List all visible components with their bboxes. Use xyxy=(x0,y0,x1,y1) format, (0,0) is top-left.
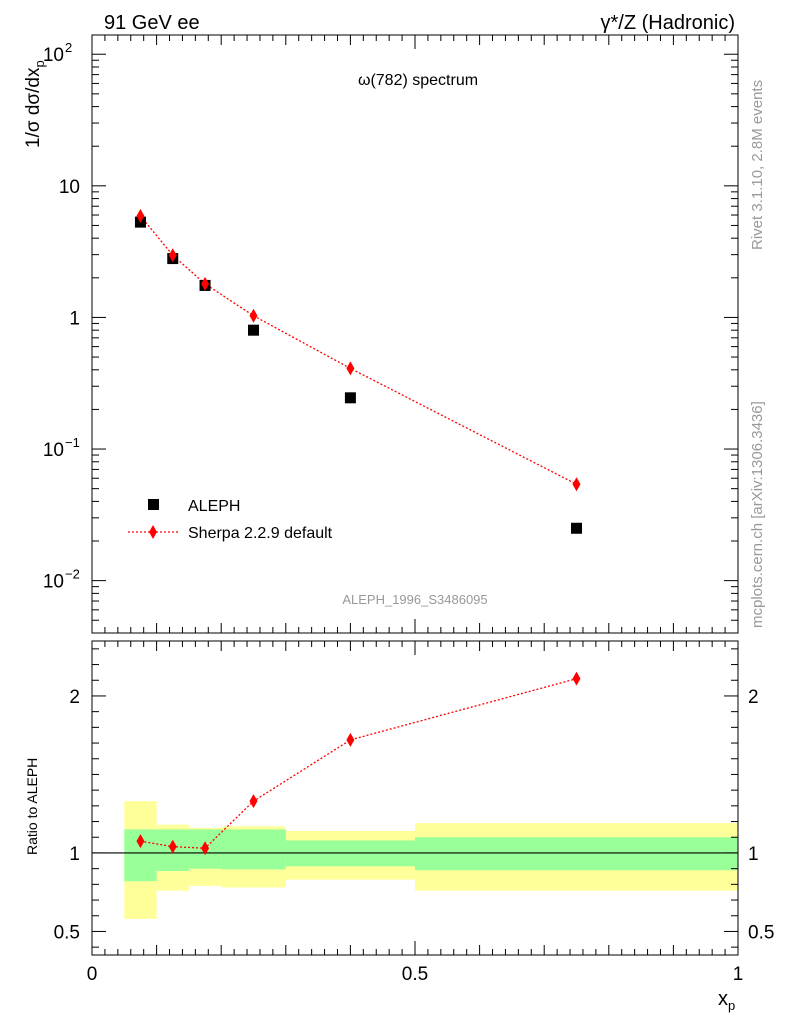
ratio-sherpa-point xyxy=(136,834,145,849)
sherpa-point xyxy=(201,276,210,291)
ratio-sherpa-point xyxy=(201,841,210,856)
main-y-axis-label: 1/σ dσ/dxp xyxy=(23,60,47,148)
header-right: γ*/Z (Hadronic) xyxy=(601,12,735,34)
ratio-sherpa-point xyxy=(168,839,177,854)
main-ytick-exponent: −1 xyxy=(65,435,80,450)
mcplots-label: mcplots.cern.ch [arXiv:1306.3436] xyxy=(749,401,766,628)
ratio-sherpa-point xyxy=(249,794,258,809)
xtick-label: 0.5 xyxy=(402,964,428,985)
ratio-ytick-label-left: 0.5 xyxy=(54,922,80,943)
main-ytick-label: 1 xyxy=(69,308,80,329)
x-axis-label: xp xyxy=(718,988,735,1013)
ratio-sherpa-line xyxy=(140,678,577,849)
sherpa-line xyxy=(139,215,577,485)
legend-sherpa-marker xyxy=(149,525,157,539)
aleph-point xyxy=(571,522,582,534)
aleph-point xyxy=(344,392,356,404)
legend-sherpa-label: Sherpa 2.2.9 default xyxy=(188,525,333,542)
ratio-frame xyxy=(91,640,739,956)
ratio-panel: 0.5 0.51 12 20 0.5 1 Ratio to ALEPH xp xyxy=(24,640,774,1013)
main-ytick-exponent: −2 xyxy=(65,567,80,582)
main-plot-area xyxy=(134,208,582,534)
aleph-point xyxy=(248,324,259,336)
main-ytick-exponent: 2 xyxy=(65,40,72,55)
ratio-ticks: 0.5 0.51 12 20 0.5 1 xyxy=(54,641,774,985)
ratio-ytick-label-left: 2 xyxy=(69,687,80,708)
uncertainty-band-inner xyxy=(415,837,738,871)
legend: ALEPH Sherpa 2.2.9 default xyxy=(128,498,333,542)
ratio-y-axis-label: Ratio to ALEPH xyxy=(24,758,40,855)
main-frame xyxy=(91,34,739,634)
ratio-sherpa-point xyxy=(346,732,355,747)
xtick-label: 0 xyxy=(87,964,98,985)
sherpa-point xyxy=(249,308,258,323)
sherpa-point xyxy=(136,208,145,223)
rivet-label: Rivet 3.1.10, 2.8M events xyxy=(749,80,766,250)
analysis-watermark: ALEPH_1996_S3486095 xyxy=(342,592,487,607)
sherpa-point xyxy=(346,361,355,376)
ratio-sherpa-point xyxy=(572,671,581,686)
ratio-ytick-label-left: 1 xyxy=(69,844,80,865)
main-ytick-label: 10 xyxy=(43,45,64,66)
sherpa-point xyxy=(572,477,581,492)
chart-title: ω(782) spectrum xyxy=(358,72,478,89)
legend-aleph-label: ALEPH xyxy=(188,498,240,515)
header-left: 91 GeV ee xyxy=(104,12,200,34)
main-ytick-label: 10 xyxy=(43,440,64,461)
xtick-label: 1 xyxy=(733,964,744,985)
main-y-axis-label-text: 1/σ dσ/dx xyxy=(23,67,44,148)
legend-aleph-marker xyxy=(148,499,159,510)
sherpa-point xyxy=(168,248,177,263)
uncertainty-band-inner xyxy=(221,829,286,870)
main-ytick-label: 10 xyxy=(43,572,64,593)
ratio-ytick-label-right: 1 xyxy=(748,844,759,865)
main-ytick-label: 10 xyxy=(59,177,80,198)
ratio-ytick-label-right: 0.5 xyxy=(748,922,774,943)
ratio-ytick-label-right: 2 xyxy=(748,687,759,708)
ratio-plot-area xyxy=(92,671,738,919)
